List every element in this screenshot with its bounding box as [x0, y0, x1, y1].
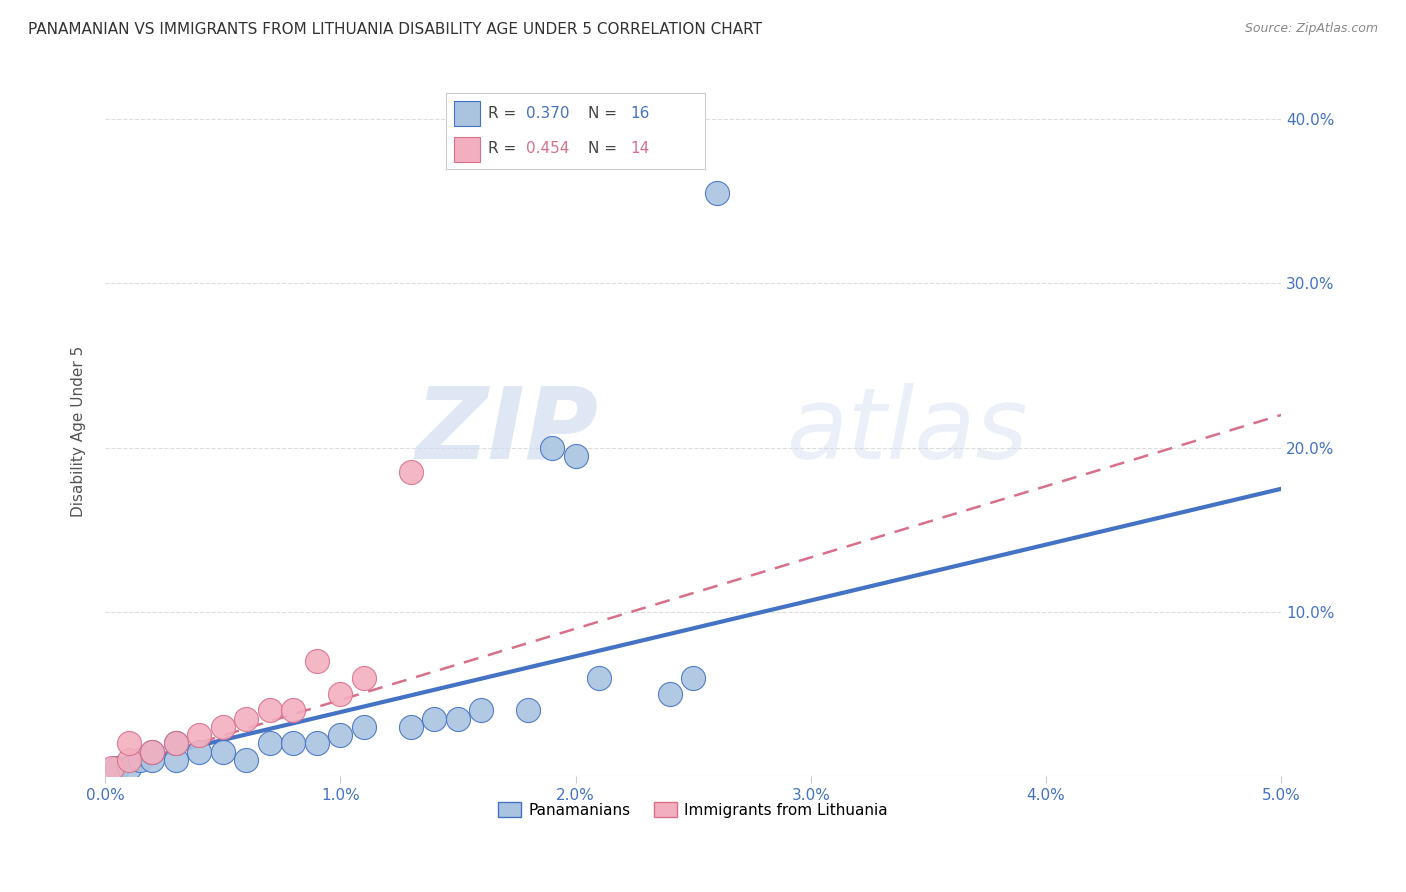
- Text: atlas: atlas: [787, 383, 1029, 480]
- Point: [211, 720, 233, 734]
- Point: [141, 745, 163, 759]
- Point: [105, 761, 128, 775]
- Point: [588, 671, 610, 685]
- Point: [235, 712, 257, 726]
- Point: [141, 753, 163, 767]
- Point: [188, 728, 211, 742]
- Point: [470, 703, 492, 717]
- Point: [283, 736, 305, 750]
- Point: [329, 687, 352, 701]
- Point: [353, 671, 375, 685]
- Point: [117, 761, 139, 775]
- Point: [399, 720, 422, 734]
- Point: [283, 703, 305, 717]
- Point: [165, 753, 187, 767]
- Text: Source: ZipAtlas.com: Source: ZipAtlas.com: [1244, 22, 1378, 36]
- Point: [165, 736, 187, 750]
- Point: [399, 466, 422, 480]
- Text: ZIP: ZIP: [416, 383, 599, 480]
- Point: [259, 703, 281, 717]
- Point: [259, 736, 281, 750]
- Point: [211, 745, 233, 759]
- Point: [423, 712, 446, 726]
- Point: [329, 728, 352, 742]
- Text: PANAMANIAN VS IMMIGRANTS FROM LITHUANIA DISABILITY AGE UNDER 5 CORRELATION CHART: PANAMANIAN VS IMMIGRANTS FROM LITHUANIA …: [28, 22, 762, 37]
- Point: [141, 745, 163, 759]
- Point: [188, 745, 211, 759]
- Point: [706, 186, 728, 200]
- Point: [305, 736, 328, 750]
- Point: [541, 441, 564, 455]
- Y-axis label: Disability Age Under 5: Disability Age Under 5: [72, 345, 86, 516]
- Point: [101, 761, 124, 775]
- Point: [682, 671, 704, 685]
- Point: [353, 720, 375, 734]
- Point: [117, 753, 139, 767]
- Point: [129, 753, 152, 767]
- Point: [235, 753, 257, 767]
- Legend: Panamanians, Immigrants from Lithuania: Panamanians, Immigrants from Lithuania: [492, 796, 894, 823]
- Point: [447, 712, 470, 726]
- Point: [517, 703, 540, 717]
- Point: [117, 736, 139, 750]
- Point: [658, 687, 681, 701]
- Point: [305, 654, 328, 668]
- Point: [564, 449, 586, 463]
- Point: [165, 736, 187, 750]
